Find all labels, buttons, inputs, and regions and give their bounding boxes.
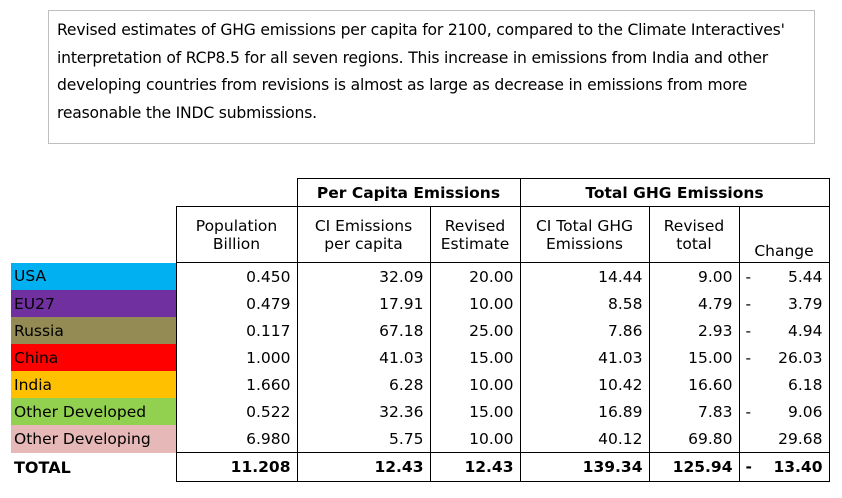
cell: 6.980 [175, 425, 298, 453]
cell: 1.660 [175, 371, 298, 398]
caption-box: Revised estimates of GHG emissions per c… [48, 10, 815, 144]
cell: 41.03 [519, 344, 650, 371]
header-revised-total: Revised total [648, 206, 740, 263]
cell: 6.28 [296, 371, 431, 398]
cell: 12.43 [429, 452, 521, 482]
cell: 2.93 [648, 317, 740, 344]
cell: 5.75 [296, 425, 431, 453]
region-label: China [11, 344, 176, 371]
cell: 125.94 [648, 452, 740, 482]
cell: 8.58 [519, 290, 650, 317]
cell: 15.00 [648, 344, 740, 371]
cell: -3.79 [738, 290, 830, 317]
header-revised-estimate: Revised Estimate [429, 206, 521, 263]
cell: 67.18 [296, 317, 431, 344]
table-row: EU27 0.479 17.91 10.00 8.58 4.79-3.79 [11, 290, 830, 317]
table-row: USA 0.450 32.09 20.00 14.44 9.00-5.44 [11, 262, 830, 290]
cell: 139.34 [519, 452, 650, 482]
table-row: China 1.000 41.03 15.00 41.03 15.00-26.03 [11, 344, 830, 371]
region-label: Russia [11, 317, 176, 344]
cell: 0.522 [175, 398, 298, 425]
emissions-table: Per Capita Emissions Total GHG Emissions… [11, 178, 830, 482]
cell: 7.83 [648, 398, 740, 425]
group-per-capita: Per Capita Emissions [296, 178, 521, 207]
cell: 1.000 [175, 344, 298, 371]
cell: 20.00 [429, 262, 521, 290]
cell: -5.44 [738, 262, 830, 290]
region-label: India [11, 371, 176, 398]
header-change: Change [738, 206, 830, 263]
cell: 12.43 [296, 452, 431, 482]
table-row: India 1.660 6.28 10.00 10.42 16.60 6.18 [11, 371, 830, 398]
cell: 69.80 [648, 425, 740, 453]
total-row: TOTAL 11.208 12.43 12.43 139.34 125.94 -… [11, 452, 830, 482]
header-ci-per-capita: CI Emissions per capita [296, 206, 431, 263]
cell: -13.40 [738, 452, 830, 482]
cell: 15.00 [429, 344, 521, 371]
cell: 0.117 [175, 317, 298, 344]
total-label: TOTAL [14, 457, 71, 477]
group-total-ghg: Total GHG Emissions [519, 178, 830, 207]
cell: 0.450 [175, 262, 298, 290]
cell: -26.03 [738, 344, 830, 371]
region-label: USA [11, 262, 176, 290]
cell: 7.86 [519, 317, 650, 344]
cell: 14.44 [519, 262, 650, 290]
region-label: Other Developing [11, 425, 176, 453]
cell: -4.94 [738, 317, 830, 344]
cell: 10.00 [429, 371, 521, 398]
header-ci-total: CI Total GHG Emissions [519, 206, 650, 263]
cell: 11.208 [175, 452, 298, 482]
table-row: Other Developing 6.980 5.75 10.00 40.12 69.80… [11, 425, 830, 453]
cell: 10.42 [519, 371, 650, 398]
cell: 25.00 [429, 317, 521, 344]
cell: 32.36 [296, 398, 431, 425]
table-row: Other Developed 0.522 32.36 15.00 16.89 7.83-… [11, 398, 830, 425]
cell: 16.60 [648, 371, 740, 398]
cell: 10.00 [429, 425, 521, 453]
cell: 6.18 [738, 371, 830, 398]
cell: 15.00 [429, 398, 521, 425]
cell: 40.12 [519, 425, 650, 453]
cell: 9.00 [648, 262, 740, 290]
cell: 29.68 [738, 425, 830, 453]
region-label: Other Developed [11, 398, 176, 425]
table-row: Russia 0.117 67.18 25.00 7.86 2.93-4.94 [11, 317, 830, 344]
cell: 32.09 [296, 262, 431, 290]
cell: 4.79 [648, 290, 740, 317]
region-label: EU27 [11, 290, 176, 317]
cell: 41.03 [296, 344, 431, 371]
cell: 10.00 [429, 290, 521, 317]
cell: 17.91 [296, 290, 431, 317]
cell: -9.06 [738, 398, 830, 425]
cell: 0.479 [175, 290, 298, 317]
header-population: Population Billion [175, 206, 298, 263]
cell: 16.89 [519, 398, 650, 425]
